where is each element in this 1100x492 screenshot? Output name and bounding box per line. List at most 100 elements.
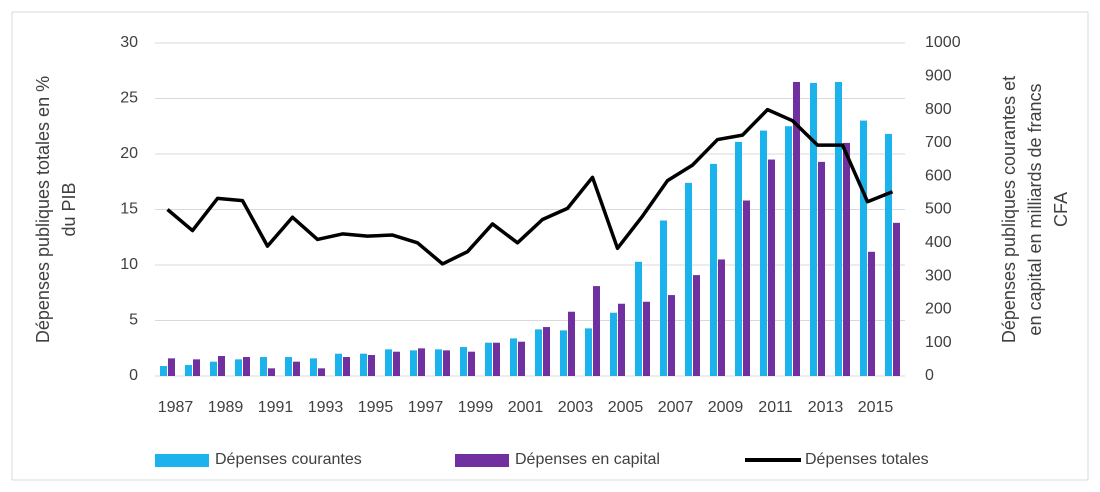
bar xyxy=(560,330,567,376)
y2-axis-title: en capital en milliards de francs xyxy=(1025,83,1045,335)
y-tick-label: 5 xyxy=(129,312,138,329)
bar xyxy=(210,361,217,376)
bar xyxy=(610,312,617,376)
y2-tick-label: 300 xyxy=(925,267,952,284)
bar xyxy=(735,141,742,376)
bar xyxy=(843,142,850,376)
bar xyxy=(518,341,525,376)
bar xyxy=(568,311,575,376)
bar xyxy=(360,353,367,376)
x-tick-label: 2011 xyxy=(758,399,793,416)
x-tick-label: 1997 xyxy=(408,399,444,416)
x-tick-label: 2009 xyxy=(708,399,744,416)
bar xyxy=(718,259,725,376)
bar xyxy=(693,275,700,376)
bar xyxy=(410,350,417,376)
bar xyxy=(593,286,600,376)
y2-tick-label: 100 xyxy=(925,334,952,351)
bar xyxy=(460,347,467,376)
bar xyxy=(468,351,475,376)
bar xyxy=(485,342,492,376)
y2-axis-title: Dépenses publiques courantes et xyxy=(999,76,1019,343)
legend-label: Dépenses totales xyxy=(805,451,929,468)
bar xyxy=(760,130,767,376)
bar xyxy=(643,301,650,376)
bar xyxy=(493,342,500,376)
bar xyxy=(310,358,317,376)
bar xyxy=(543,327,550,376)
y2-tick-label: 200 xyxy=(925,301,952,318)
y2-tick-label: 900 xyxy=(925,68,952,85)
bar xyxy=(168,358,175,376)
bar xyxy=(218,356,225,376)
x-tick-label: 1989 xyxy=(208,399,244,416)
bar xyxy=(868,251,875,376)
bar xyxy=(510,338,517,376)
bar xyxy=(293,361,300,376)
x-tick-label: 2013 xyxy=(808,399,844,416)
y2-tick-label: 400 xyxy=(925,234,952,251)
y-tick-label: 30 xyxy=(120,34,138,51)
y-tick-label: 20 xyxy=(120,145,138,162)
x-tick-label: 1999 xyxy=(458,399,494,416)
bar xyxy=(335,353,342,376)
bar xyxy=(668,295,675,376)
bar xyxy=(860,120,867,377)
bar xyxy=(268,368,275,376)
x-tick-label: 2001 xyxy=(508,399,544,416)
bar xyxy=(235,359,242,376)
y2-tick-label: 700 xyxy=(925,134,952,151)
bar xyxy=(768,159,775,376)
y-axis-title: Dépenses publiques totales en % xyxy=(33,76,53,343)
x-tick-label: 1993 xyxy=(308,399,344,416)
bar xyxy=(418,348,425,376)
bar xyxy=(793,81,800,376)
chart-frame xyxy=(11,11,1089,481)
y2-tick-label: 0 xyxy=(925,367,934,384)
bar xyxy=(368,355,375,376)
bar xyxy=(710,163,717,376)
x-tick-label: 1991 xyxy=(258,399,294,416)
bar xyxy=(385,349,392,376)
bar xyxy=(393,351,400,376)
y-tick-label: 0 xyxy=(129,367,138,384)
legend-swatch xyxy=(155,454,209,467)
bar xyxy=(893,222,900,376)
y-tick-label: 25 xyxy=(120,90,138,107)
y2-tick-label: 800 xyxy=(925,101,952,118)
bar xyxy=(585,328,592,376)
bar xyxy=(685,182,692,376)
bar xyxy=(318,368,325,376)
x-tick-label: 2005 xyxy=(608,399,644,416)
bar xyxy=(193,359,200,376)
legend-swatch xyxy=(455,454,509,467)
x-tick-label: 2007 xyxy=(658,399,694,416)
bar xyxy=(443,350,450,376)
x-tick-label: 2003 xyxy=(558,399,594,416)
y2-axis-title: CFA xyxy=(1051,192,1071,227)
bar xyxy=(818,161,825,376)
y-tick-label: 15 xyxy=(120,201,138,218)
bar xyxy=(743,200,750,376)
bar xyxy=(285,357,292,376)
y-tick-label: 10 xyxy=(120,256,138,273)
y-axis-title: du PIB xyxy=(59,182,79,236)
y2-tick-label: 500 xyxy=(925,201,952,218)
x-tick-label: 1995 xyxy=(358,399,394,416)
bar xyxy=(635,261,642,376)
bar xyxy=(160,366,167,376)
bar xyxy=(243,357,250,376)
line xyxy=(166,107,894,266)
bar xyxy=(260,357,267,376)
legend-label: Dépenses courantes xyxy=(215,451,362,468)
bar xyxy=(618,303,625,376)
bar xyxy=(835,81,842,376)
bar xyxy=(185,365,192,376)
y2-tick-label: 1000 xyxy=(925,34,961,51)
x-tick-label: 2015 xyxy=(858,399,894,416)
y2-tick-label: 600 xyxy=(925,167,952,184)
legend-label: Dépenses en capital xyxy=(515,451,660,468)
bar xyxy=(535,329,542,376)
bar xyxy=(810,82,817,377)
